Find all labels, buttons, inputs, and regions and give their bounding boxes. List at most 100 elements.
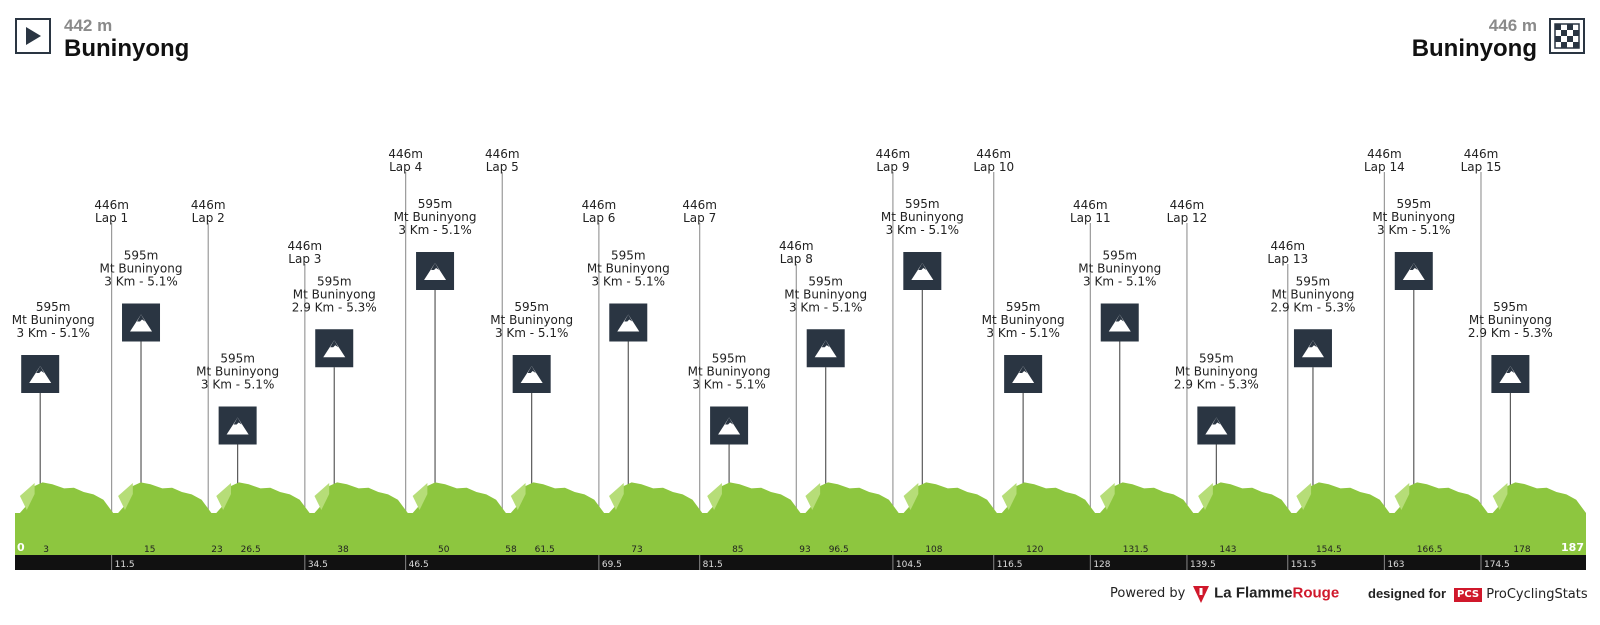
km-tick-label: 96.5 xyxy=(829,545,849,555)
climb-detail: 3 Km - 5.1% xyxy=(1083,275,1156,289)
start-altitude: 442 m xyxy=(64,16,113,35)
climb-name: Mt Buninyong xyxy=(490,313,573,327)
designed-for-label: designed for xyxy=(1368,586,1447,601)
mountain-icon xyxy=(1100,303,1139,342)
climb-detail: 3 Km - 5.1% xyxy=(592,275,665,289)
climb-name: Mt Buninyong xyxy=(1372,210,1455,224)
climb-highlight xyxy=(412,483,428,510)
km-tick-label: 46.5 xyxy=(409,560,429,570)
mountain-icon xyxy=(218,406,257,445)
mountain-icon xyxy=(512,355,551,393)
mountain-icon xyxy=(1394,252,1433,290)
km-tick-label: 50 xyxy=(438,545,450,555)
lap-altitude: 446m xyxy=(388,147,423,161)
km-tick-label: 178 xyxy=(1513,545,1530,555)
km-tick-label: 26.5 xyxy=(241,545,261,555)
climb-highlight xyxy=(1296,483,1312,510)
climb-highlight xyxy=(216,483,232,510)
climb-name: Mt Buninyong xyxy=(1078,262,1161,276)
lap-altitude: 446m xyxy=(976,147,1011,161)
lap-altitude: 446m xyxy=(682,198,717,212)
powered-by: Powered by xyxy=(1110,586,1185,601)
climb-name: Mt Buninyong xyxy=(100,262,183,276)
climb-name: Mt Buninyong xyxy=(1469,313,1552,327)
lap-name: Lap 10 xyxy=(973,160,1014,174)
climb-detail: 2.9 Km - 5.3% xyxy=(1271,300,1356,314)
distance-axis xyxy=(15,555,1586,570)
powered-by-label: Powered by xyxy=(1110,586,1186,601)
lap-altitude: 446m xyxy=(779,239,814,253)
lap-name: Lap 8 xyxy=(780,252,813,266)
climb-detail: 3 Km - 5.1% xyxy=(986,326,1059,340)
lap-altitude: 446m xyxy=(876,147,911,161)
climb-name: Mt Buninyong xyxy=(982,313,1065,327)
km-tick-label: 73 xyxy=(631,545,642,555)
km-tick-label: 174.5 xyxy=(1484,560,1510,570)
lap-altitude: 446m xyxy=(1170,198,1205,212)
finish-altitude: 446 m xyxy=(1488,16,1537,35)
climb-name: Mt Buninyong xyxy=(784,287,867,301)
km-tick-label: 166.5 xyxy=(1417,545,1443,555)
km-tick-label: 34.5 xyxy=(308,560,328,570)
flamme-rouge: Rouge xyxy=(1292,584,1340,602)
flamme-la: La Flamme xyxy=(1214,584,1293,602)
lap-altitude: 446m xyxy=(288,239,323,253)
km-tick-label: 163 xyxy=(1387,560,1404,570)
climb-altitude: 595m xyxy=(1396,197,1431,211)
climb-detail: 3 Km - 5.1% xyxy=(201,378,274,392)
lap-name: Lap 14 xyxy=(1364,160,1405,174)
km-tick-label: 93 xyxy=(799,545,810,555)
km-tick-label: 143 xyxy=(1219,545,1236,555)
climb-name: Mt Buninyong xyxy=(1272,287,1355,301)
climb-highlight xyxy=(1492,483,1508,510)
climb-altitude: 595m xyxy=(808,274,843,288)
km-tick-label: 104.5 xyxy=(896,560,922,570)
climb-name: Mt Buninyong xyxy=(12,313,95,327)
lap-name: Lap 6 xyxy=(582,211,615,225)
mountain-icon xyxy=(609,303,648,342)
mountain-icon xyxy=(1004,355,1043,393)
lap-name: Lap 7 xyxy=(683,211,716,225)
lap-altitude: 446m xyxy=(1073,198,1108,212)
km-start-label: 0 xyxy=(17,541,25,554)
lap-altitude: 446m xyxy=(191,198,226,212)
mountain-icon xyxy=(1491,355,1530,393)
lap-name: Lap 11 xyxy=(1070,211,1111,225)
pcs-badge: PCS xyxy=(1454,587,1483,602)
climb-highlight xyxy=(805,483,821,510)
climb-detail: 3 Km - 5.1% xyxy=(495,326,568,340)
climb-highlight xyxy=(1099,483,1115,510)
climb-highlight xyxy=(19,483,35,510)
climb-altitude: 595m xyxy=(514,300,549,314)
lap-altitude: 446m xyxy=(1367,147,1402,161)
lap-altitude: 446m xyxy=(94,198,129,212)
km-tick-label: 69.5 xyxy=(602,560,622,570)
profile-area xyxy=(15,482,1586,555)
checkered-flag-icon xyxy=(1549,18,1585,54)
flamme-rouge-icon xyxy=(1193,586,1209,603)
finish-location: Buninyong xyxy=(1411,35,1537,62)
mountain-icon xyxy=(710,406,749,445)
climb-highlight xyxy=(1394,483,1410,510)
climb-name: Mt Buninyong xyxy=(196,365,279,379)
km-tick-label: 23 xyxy=(211,545,222,555)
lap-name: Lap 5 xyxy=(486,160,519,174)
climb-highlight xyxy=(314,483,330,510)
climb-name: Mt Buninyong xyxy=(1175,365,1258,379)
km-tick-label: 151.5 xyxy=(1291,560,1317,570)
climb-name: Mt Buninyong xyxy=(688,365,771,379)
climb-detail: 3 Km - 5.1% xyxy=(886,223,959,237)
mountain-icon xyxy=(315,329,354,368)
mountain-icon xyxy=(21,355,60,393)
climb-altitude: 595m xyxy=(611,249,646,263)
lap-altitude: 446m xyxy=(582,198,617,212)
climb-detail: 3 Km - 5.1% xyxy=(1377,223,1450,237)
lap-name: Lap 3 xyxy=(288,252,321,266)
play-icon xyxy=(15,18,51,54)
climb-detail: 2.9 Km - 5.3% xyxy=(1174,378,1259,392)
pcs-name: ProCyclingStats xyxy=(1486,587,1588,602)
climb-name: Mt Buninyong xyxy=(881,210,964,224)
climb-altitude: 595m xyxy=(1102,249,1137,263)
climb-altitude: 595m xyxy=(1296,274,1331,288)
km-tick-label: 11.5 xyxy=(115,560,135,570)
